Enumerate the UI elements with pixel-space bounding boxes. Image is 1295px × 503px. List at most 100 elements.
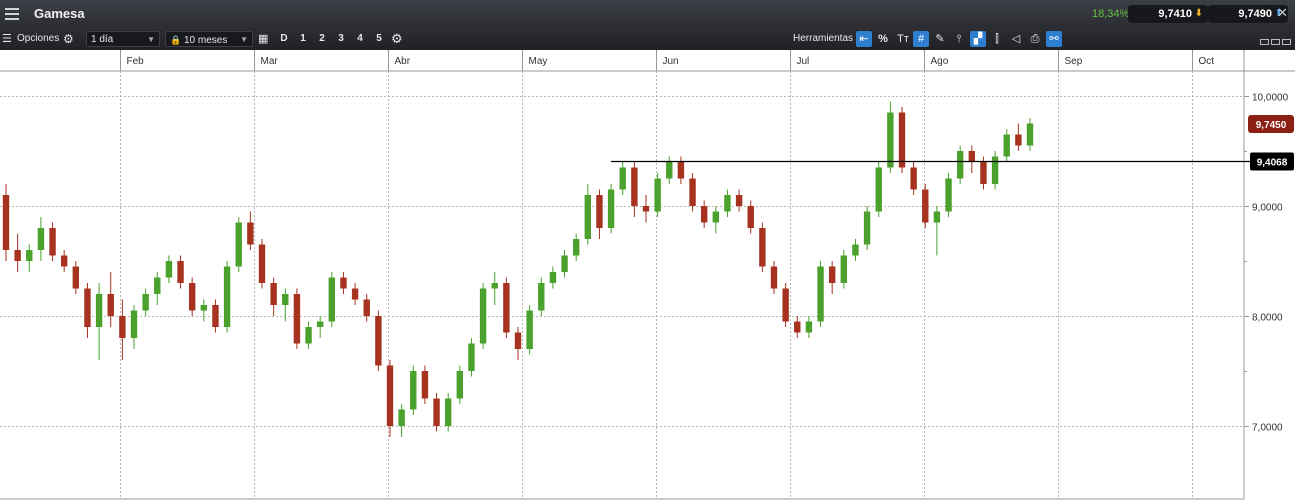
- candle-body: [107, 294, 114, 316]
- candle: [782, 283, 789, 327]
- settings-icon[interactable]: ⚙: [391, 31, 403, 46]
- candle: [828, 261, 836, 294]
- month-label-mar: Mar: [261, 56, 279, 67]
- candle-body: [956, 151, 964, 179]
- candle: [852, 239, 859, 261]
- candle-body: [828, 266, 836, 283]
- candle-body: [258, 244, 266, 283]
- interval-select[interactable]: 1 día ▼: [86, 31, 160, 47]
- minimize-icon[interactable]: [1260, 39, 1269, 45]
- candle: [945, 173, 952, 217]
- candle-body: [142, 294, 149, 311]
- draw-line-icon[interactable]: ✎: [935, 33, 945, 45]
- candle-body: [724, 195, 731, 212]
- month-label-oct: Oct: [1199, 56, 1215, 67]
- candle: [491, 272, 498, 305]
- period-5-button[interactable]: 5: [376, 33, 382, 44]
- candle-body: [154, 277, 161, 294]
- restore-icon[interactable]: [1271, 39, 1280, 45]
- candle: [619, 162, 626, 195]
- month-label-abr: Abr: [395, 56, 411, 67]
- last-price-tag: [1248, 115, 1294, 134]
- candle: [991, 151, 999, 190]
- text-tool-button[interactable]: Tт: [897, 33, 909, 45]
- period-1-button[interactable]: 1: [300, 33, 306, 44]
- candle-body: [212, 305, 219, 327]
- month-axis: Feb Mar Abr May Jun Jul Ago Sep Oct: [0, 50, 1295, 72]
- candle: [107, 272, 114, 327]
- instrument-title: Gamesa: [34, 6, 85, 21]
- candle: [561, 250, 568, 278]
- candle: [433, 393, 440, 432]
- price-label: 8,0000: [1252, 313, 1283, 324]
- arrow-down-icon: ⬇: [1194, 8, 1203, 19]
- eraser-icon[interactable]: ◁: [1011, 33, 1021, 45]
- candle-body: [247, 222, 254, 245]
- indicator-icon[interactable]: ⫿: [995, 33, 999, 45]
- candle: [177, 255, 184, 289]
- candle: [526, 305, 533, 355]
- price-chart[interactable]: Feb Mar Abr May Jun Jul Ago Sep Oct 10,0000 9,000…: [0, 50, 1295, 503]
- calendar-icon[interactable]: ▦: [258, 33, 269, 45]
- candle: [200, 299, 208, 322]
- horizontal-level-label: 9,4068: [1257, 158, 1288, 169]
- candle: [956, 145, 964, 184]
- candle-body: [351, 288, 359, 300]
- candle: [759, 222, 766, 272]
- chevron-down-icon: ▼: [147, 35, 155, 44]
- grid-icon[interactable]: #: [913, 31, 929, 47]
- month-label-jul: Jul: [797, 56, 810, 67]
- sell-quote-button[interactable]: 9,7410 ⬇: [1128, 5, 1208, 23]
- candle: [421, 365, 429, 404]
- candle: [386, 360, 394, 437]
- candle: [817, 261, 824, 327]
- candle-body: [933, 211, 941, 223]
- candle-body: [188, 283, 196, 311]
- range-select[interactable]: 🔒 10 meses ▼: [165, 31, 253, 47]
- maximize-icon[interactable]: [1282, 39, 1291, 45]
- period-3-button[interactable]: 3: [338, 33, 344, 44]
- candle-body: [596, 195, 603, 228]
- candle-body: [49, 228, 56, 256]
- list-icon[interactable]: ☰: [2, 33, 12, 45]
- candle: [142, 288, 149, 316]
- candle-body: [607, 189, 615, 228]
- candle-icon[interactable]: ⫯: [956, 33, 962, 45]
- candle-body: [456, 371, 464, 399]
- candle: [724, 189, 731, 217]
- daily-change: 18,34%: [1092, 8, 1130, 20]
- candle-body: [945, 178, 952, 212]
- period-d-button[interactable]: D: [280, 33, 288, 44]
- options-button[interactable]: Opciones: [17, 33, 60, 44]
- candle-body: [584, 195, 592, 239]
- percent-tool-button[interactable]: %: [878, 33, 888, 45]
- candle: [60, 250, 68, 272]
- candle-body: [631, 167, 638, 206]
- period-4-button[interactable]: 4: [357, 33, 363, 44]
- candle-body: [712, 211, 720, 223]
- print-icon[interactable]: ⎙: [1030, 33, 1040, 45]
- link-icon[interactable]: ⚯: [1046, 31, 1062, 47]
- candle: [247, 211, 254, 250]
- candle-body: [561, 255, 568, 272]
- candle: [340, 272, 347, 294]
- candle-body: [782, 288, 789, 322]
- candle: [654, 173, 661, 217]
- candle-body: [270, 283, 277, 305]
- candle-body: [991, 156, 999, 184]
- candle-body: [60, 255, 68, 267]
- period-2-button[interactable]: 2: [319, 33, 325, 44]
- buy-quote-button[interactable]: 9,7490 ⬆: [1208, 5, 1288, 23]
- candle: [1003, 129, 1010, 162]
- candle-body: [468, 343, 475, 371]
- gear-icon[interactable]: ⚙: [63, 32, 74, 46]
- candle-body: [200, 305, 208, 311]
- month-label-feb: Feb: [127, 56, 145, 67]
- menu-icon[interactable]: [5, 8, 19, 20]
- crosshair-tool-icon[interactable]: ⇤: [856, 31, 872, 47]
- candle-body: [421, 371, 429, 399]
- candle-body: [1003, 134, 1010, 157]
- chart-type-icon[interactable]: ▞: [970, 31, 986, 47]
- candle: [898, 107, 906, 173]
- close-icon[interactable]: ✕: [1277, 5, 1288, 20]
